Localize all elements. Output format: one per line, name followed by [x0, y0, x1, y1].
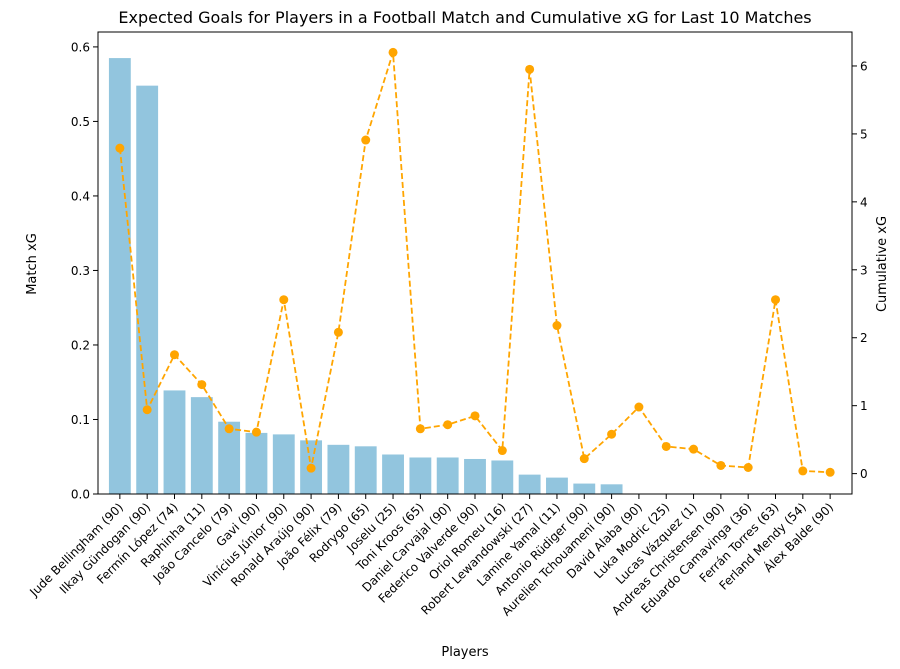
line-point: [470, 411, 480, 421]
x-tick-labels: Jude Bellingham (90)Ilkay Gündogan (90)F…: [26, 500, 836, 619]
line-layer: [115, 47, 835, 477]
chart-title: Expected Goals for Players in a Football…: [118, 8, 811, 27]
line-point: [361, 135, 371, 145]
y2-tick-label: 5: [860, 127, 868, 141]
line-point: [306, 463, 316, 473]
bar: [518, 474, 541, 494]
bar: [573, 483, 596, 494]
bar: [382, 454, 404, 494]
bar: [354, 446, 377, 494]
line-point: [689, 444, 699, 454]
y-tick-label: 0.4: [71, 189, 90, 203]
line-point: [525, 64, 535, 74]
line-point: [224, 424, 234, 434]
line-point: [415, 424, 425, 434]
bar: [436, 457, 459, 494]
y2-tick-label: 4: [860, 195, 868, 209]
line-point: [552, 321, 562, 331]
bar: [327, 444, 350, 494]
line-point: [634, 402, 644, 412]
bars-layer: [108, 58, 623, 494]
y-tick-label: 0.5: [71, 115, 90, 129]
line-point: [661, 441, 671, 451]
line-point: [443, 420, 453, 430]
y-tick-label: 0.0: [71, 488, 90, 502]
bar: [218, 421, 241, 494]
y-axis-label: Match xG: [25, 233, 40, 295]
line-point: [716, 460, 726, 470]
line-point: [333, 327, 343, 337]
line-point: [825, 467, 835, 477]
y-tick-label: 0.2: [71, 338, 90, 352]
y-tick-label: 0.6: [71, 40, 90, 54]
line-point: [798, 466, 808, 476]
line-point: [115, 143, 125, 153]
y2-tick-label: 2: [860, 331, 868, 345]
line-point: [388, 47, 398, 57]
y-tick-label: 0.1: [71, 413, 90, 427]
y2-axis-label: Cumulative xG: [875, 216, 890, 312]
bar: [409, 457, 432, 494]
y2-tick-label: 6: [860, 59, 868, 73]
bar: [163, 390, 186, 494]
line-point: [743, 463, 753, 473]
axes-layer: 0.0 0.1 0.2 0.3 0.4 0.5 0.6 0 1 2 3 4 5 6: [71, 31, 868, 502]
y-tick-label: 0.3: [71, 264, 90, 278]
bar: [272, 434, 295, 494]
bar: [136, 85, 159, 494]
y2-tick-label: 0: [860, 467, 868, 481]
bar: [491, 460, 514, 494]
bar: [245, 432, 268, 494]
line-point: [251, 427, 261, 437]
cumulative-xg-line: [119, 52, 831, 474]
y2-tick-label: 3: [860, 263, 868, 277]
line-point: [771, 295, 781, 305]
line-point: [197, 380, 207, 390]
bar: [546, 477, 568, 494]
bar: [600, 484, 623, 494]
line-point: [279, 295, 289, 305]
bar: [108, 58, 131, 494]
line-point: [169, 350, 179, 360]
y2-tick-label: 1: [860, 399, 868, 413]
x-axis-label: Players: [441, 645, 488, 660]
bar: [190, 397, 213, 494]
line-point: [579, 454, 589, 464]
line-point: [497, 446, 507, 456]
bar: [464, 458, 486, 494]
line-point: [607, 429, 617, 439]
line-point: [142, 405, 152, 415]
